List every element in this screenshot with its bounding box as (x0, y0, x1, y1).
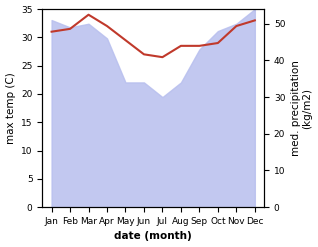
X-axis label: date (month): date (month) (114, 231, 192, 242)
Y-axis label: med. precipitation
(kg/m2): med. precipitation (kg/m2) (291, 60, 313, 156)
Y-axis label: max temp (C): max temp (C) (5, 72, 16, 144)
